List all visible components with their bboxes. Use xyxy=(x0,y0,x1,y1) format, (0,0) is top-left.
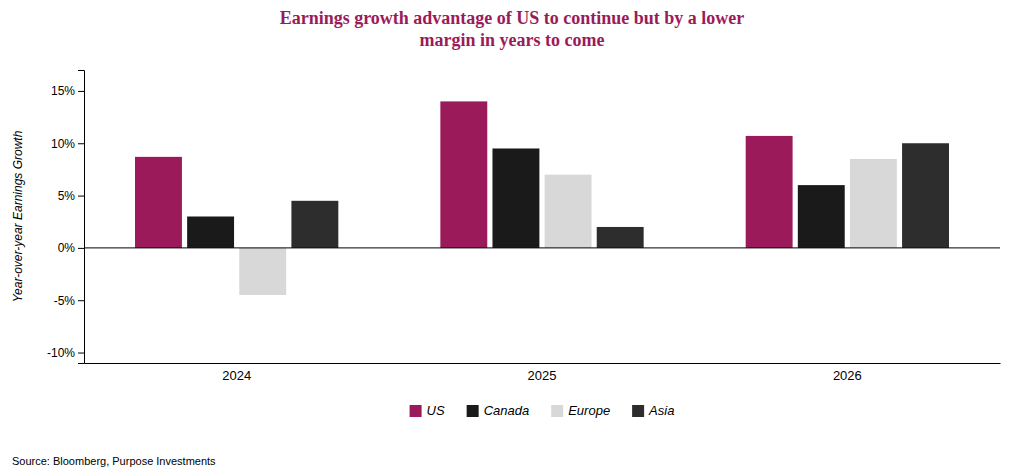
bar xyxy=(902,143,949,248)
y-tick-label: -10% xyxy=(47,346,75,360)
y-tick: -10% xyxy=(47,346,84,360)
y-tick-mark xyxy=(78,143,84,144)
bar xyxy=(798,185,845,248)
y-tick-label: 5% xyxy=(58,189,76,203)
y-tick-mark xyxy=(78,91,84,92)
legend-item: Asia xyxy=(632,403,674,418)
plot: -10% -5% 0% 5% 10% 15% 2024 2025 2026 xyxy=(47,71,1001,384)
y-tick-label: -5% xyxy=(54,294,76,308)
legend-item: Canada xyxy=(467,403,530,418)
legend-item: US xyxy=(410,403,445,418)
series xyxy=(291,143,949,248)
legend-item: Europe xyxy=(551,403,610,418)
y-tick: 10% xyxy=(51,137,84,151)
bar xyxy=(135,157,182,248)
bar xyxy=(746,136,793,248)
y-tick: 5% xyxy=(58,189,84,203)
y-tick-label: 15% xyxy=(51,84,75,98)
y-tick: 0% xyxy=(58,241,84,255)
y-tick-mark xyxy=(78,248,84,249)
legend-label: Canada xyxy=(484,403,530,418)
series xyxy=(135,101,793,248)
x-tick-label: 2024 xyxy=(222,368,251,383)
bar xyxy=(187,217,234,248)
legend-swatch xyxy=(467,405,479,417)
y-axis: -10% -5% 0% 5% 10% 15% xyxy=(47,71,85,364)
y-tick-mark xyxy=(78,353,84,354)
bar xyxy=(850,159,897,248)
y-tick-label: 10% xyxy=(51,137,75,151)
bar xyxy=(492,148,539,247)
x-tick: 2026 xyxy=(833,363,862,383)
y-tick-mark xyxy=(78,300,84,301)
bar xyxy=(545,175,592,248)
legend-label: US xyxy=(427,403,445,418)
legend-swatch xyxy=(551,405,563,417)
title: Earnings growth advantage of US to conti… xyxy=(280,8,745,50)
y-axis-line xyxy=(78,71,85,364)
series xyxy=(239,159,897,295)
legend-swatch xyxy=(410,405,422,417)
bars xyxy=(135,101,949,295)
bar xyxy=(440,101,487,248)
bar xyxy=(291,201,338,248)
legend-label: Europe xyxy=(568,403,610,418)
legend-swatch xyxy=(632,405,644,417)
x-axis: 2024 2025 2026 xyxy=(85,363,1001,383)
bar xyxy=(597,227,644,248)
legend: US Canada Europe Asia xyxy=(410,403,675,418)
y-tick: 15% xyxy=(51,84,84,98)
legend-label: Asia xyxy=(648,403,674,418)
x-axis-line xyxy=(85,363,1001,364)
source-note: Source: Bloomberg, Purpose Investments xyxy=(12,455,216,467)
bar xyxy=(239,248,286,295)
x-tick: 2025 xyxy=(528,363,557,383)
y-label: Year-over-year Earnings Growth xyxy=(11,130,25,302)
x-tick-label: 2025 xyxy=(528,368,557,383)
y-tick-label: 0% xyxy=(58,241,76,255)
x-tick: 2024 xyxy=(222,363,251,383)
series xyxy=(187,148,845,247)
x-tick-label: 2026 xyxy=(833,368,862,383)
zero-line xyxy=(84,247,1000,248)
y-tick-mark xyxy=(78,196,84,197)
y-tick: -5% xyxy=(54,294,84,308)
chart: Earnings growth advantage of US to conti… xyxy=(0,0,1024,475)
